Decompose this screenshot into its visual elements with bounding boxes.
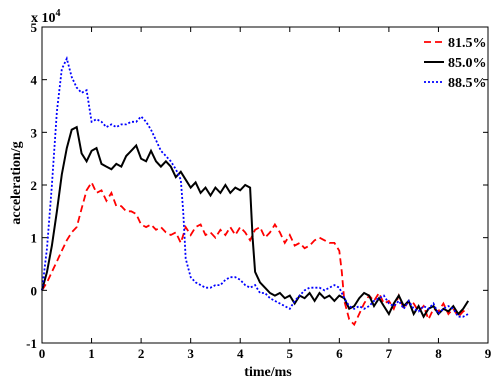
y-tick-label: 3 — [31, 125, 38, 140]
y-multiplier: x 104 — [31, 8, 61, 26]
y-tick-label: 5 — [31, 20, 38, 35]
series-layer — [41, 56, 470, 327]
x-tick-label: 9 — [485, 346, 492, 361]
x-axis-title: time/ms — [244, 365, 292, 380]
x-tick-label: 5 — [287, 346, 294, 361]
y-tick-label: 4 — [31, 73, 38, 88]
legend-label-2: 88.5% — [448, 76, 487, 91]
x-tick-label: 3 — [187, 346, 194, 361]
x-tick-label: 0 — [39, 346, 46, 361]
series-line-2 — [41, 56, 469, 318]
y-tick-label: -1 — [26, 336, 37, 351]
series-line-0 — [41, 180, 469, 327]
plot-frame — [41, 26, 489, 344]
legend: 81.5% 85.0% 88.5% — [424, 36, 487, 91]
ticks-layer — [41, 26, 489, 344]
y-tick-label: 1 — [31, 231, 38, 246]
y-multiplier-base: x 10 — [31, 11, 56, 26]
x-tick-label: 7 — [386, 346, 393, 361]
legend-label-1: 85.0% — [448, 56, 487, 71]
series-line-1 — [41, 125, 470, 319]
x-tick-label: 1 — [88, 346, 95, 361]
y-axis-title: acceleration/g — [9, 141, 24, 224]
x-tick-label: 2 — [138, 346, 145, 361]
y-tick-label: 0 — [31, 283, 38, 298]
x-tick-label: 6 — [336, 346, 343, 361]
x-tick-label: 4 — [237, 346, 244, 361]
y-tick-label: 2 — [31, 178, 38, 193]
x-tick-label: 8 — [435, 346, 442, 361]
legend-label-0: 81.5% — [448, 36, 487, 51]
y-multiplier-exponent: 4 — [56, 8, 61, 19]
